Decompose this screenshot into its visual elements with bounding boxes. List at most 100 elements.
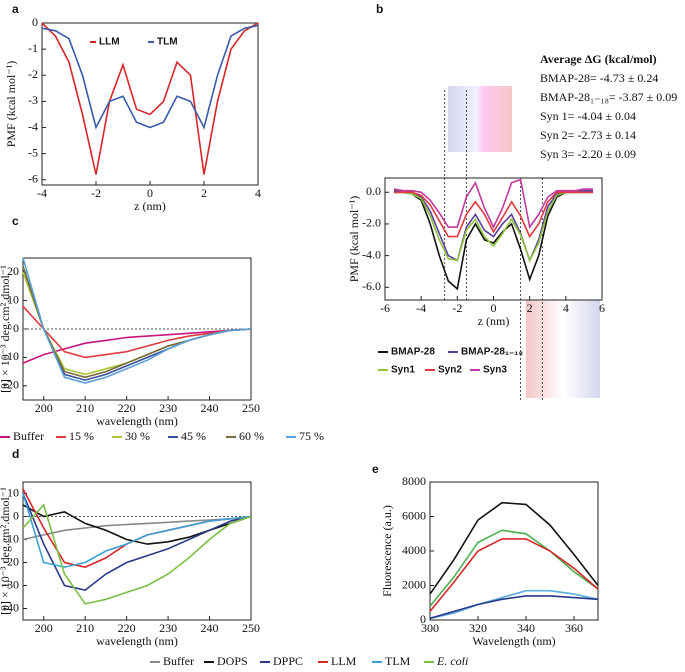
series-line <box>41 24 259 130</box>
x-tick-label: 200 <box>35 621 53 635</box>
y-tick-label: 4000 <box>402 543 426 557</box>
y-tick-label: 8000 <box>402 474 426 488</box>
legend-label: 60 % <box>239 429 264 443</box>
legend-label: DPPC <box>273 654 303 668</box>
x-tick-label: 250 <box>242 621 260 635</box>
plot-frame <box>22 481 252 621</box>
x-tick-label: 2 <box>527 301 533 315</box>
series-line <box>22 493 252 568</box>
series-line <box>429 595 599 620</box>
series-line <box>394 191 593 239</box>
x-tick-label: -6 <box>380 301 390 315</box>
y-tick-label: -3 <box>28 93 38 107</box>
x-tick-label: 360 <box>565 621 583 635</box>
x-axis-label: wavelength (nm) <box>96 634 178 648</box>
series-line <box>429 529 599 607</box>
series-line <box>429 501 599 595</box>
legend-label: Syn2 <box>438 365 462 376</box>
y-tick-label: -20 <box>3 378 19 392</box>
x-tick-label: -4 <box>416 301 426 315</box>
x-tick-label: 220 <box>118 621 136 635</box>
y-tick-label: 0 <box>13 321 19 335</box>
x-axis-label: wavelength (nm) <box>96 414 178 428</box>
annotation: Syn 3= -2.20 ± 0.09 <box>540 147 636 161</box>
y-tick-label: -20 <box>3 554 19 568</box>
legend-label: 75 % <box>299 429 324 443</box>
y-tick-label: 6000 <box>402 508 426 522</box>
y-tick-label: -40 <box>3 600 19 614</box>
x-tick-label: 2 <box>201 186 207 200</box>
y-tick-label: 0 <box>13 508 19 522</box>
legend-label: BMAP-28 <box>391 347 435 358</box>
plot-frame <box>429 481 599 621</box>
series-line <box>22 328 252 364</box>
x-tick-label: 250 <box>242 401 260 415</box>
y-tick-label: 10 <box>7 485 19 499</box>
x-tick-label: 320 <box>469 621 487 635</box>
y-tick-label: -1 <box>28 41 38 55</box>
legend-label: 45 % <box>181 429 206 443</box>
series-line <box>429 589 599 620</box>
y-tick-label: 0 <box>420 612 426 626</box>
x-axis-label: Wavelength (nm) <box>472 634 555 648</box>
series-line <box>394 191 593 291</box>
x-tick-label: 200 <box>35 401 53 415</box>
series-line <box>22 515 252 541</box>
panel-label: d <box>12 447 19 461</box>
legend-label: Syn3 <box>483 365 507 376</box>
series-line <box>22 305 252 359</box>
y-tick-label: 0.0 <box>366 184 381 198</box>
y-axis-label: [θ] × 10⁻³ deg.cm².dmol⁻¹ <box>0 487 12 615</box>
y-tick-label: -6.0 <box>362 279 381 293</box>
y-tick-label: 2000 <box>402 577 426 591</box>
y-tick-label: -2 <box>28 67 38 81</box>
y-tick-label: -5 <box>28 145 38 159</box>
legend-label: TLM <box>385 654 411 668</box>
legend-label: TLM <box>157 37 178 48</box>
x-tick-label: 4 <box>563 301 569 315</box>
y-tick-label: -10 <box>3 349 19 363</box>
y-axis-label: [θ] × 10⁻³ deg.cm².dmol⁻¹ <box>0 265 12 393</box>
series-line <box>22 266 252 381</box>
legend-label: LLM <box>99 37 120 48</box>
legend-label: LLM <box>331 654 357 668</box>
x-tick-label: -2 <box>452 301 462 315</box>
plot-frame <box>41 22 259 186</box>
annotation: BMAP-28₁₋₁₈= -3.87 ± 0.09 <box>540 90 677 104</box>
legend-label: DOPS <box>217 654 248 668</box>
x-tick-label: 0 <box>147 186 153 200</box>
panel-label: b <box>376 2 383 16</box>
panel-label: e <box>372 462 379 476</box>
series-line <box>429 538 599 612</box>
y-tick-label: 10 <box>7 292 19 306</box>
x-tick-label: 220 <box>118 401 136 415</box>
panel-label: c <box>12 214 19 228</box>
series-line <box>394 191 593 263</box>
y-tick-label: -6 <box>28 172 38 186</box>
x-tick-label: 300 <box>421 621 439 635</box>
x-tick-label: 340 <box>517 621 535 635</box>
legend-label: BMAP-28₁₋₁₈ <box>461 347 523 358</box>
annotation: BMAP-28= -4.73 ± 0.24 <box>540 71 658 85</box>
annotation: Syn 2= -2.73 ± 0.14 <box>540 128 636 142</box>
x-tick-label: 240 <box>201 621 219 635</box>
legend-label: Buffer <box>163 654 194 668</box>
membrane-image <box>526 300 600 398</box>
y-tick-label: -30 <box>3 577 19 591</box>
x-tick-label: -4 <box>37 186 47 200</box>
membrane-image <box>448 86 512 152</box>
legend-label: E. coli <box>436 654 468 668</box>
x-tick-label: 0 <box>491 301 497 315</box>
x-tick-label: 210 <box>76 401 94 415</box>
y-axis-label: PMF (kcal mol⁻¹) <box>347 196 361 283</box>
series-line <box>22 503 252 605</box>
legend-label: Buffer <box>13 429 44 443</box>
y-tick-label: -4 <box>28 119 38 133</box>
y-tick-label: 20 <box>7 264 19 278</box>
x-tick-label: 230 <box>159 621 177 635</box>
y-axis-label: Fluorescence (a.u.) <box>380 505 394 597</box>
x-axis-label: z (nm) <box>134 199 166 213</box>
x-tick-label: 230 <box>159 401 177 415</box>
x-tick-label: -2 <box>91 186 101 200</box>
legend-label: 30 % <box>125 429 150 443</box>
